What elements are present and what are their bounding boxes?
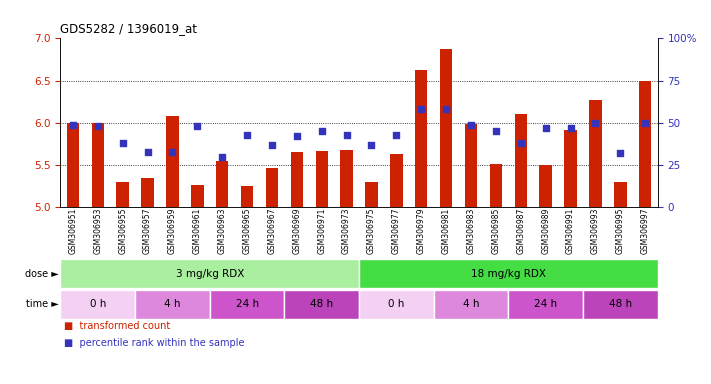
Bar (191, 185, 203, 207)
Point (465, 121, 476, 127)
Text: GSM306997: GSM306997 (641, 207, 650, 254)
Point (216, 154, 228, 160)
Text: GSM306953: GSM306953 (93, 207, 102, 254)
Text: ■  transformed count: ■ transformed count (64, 321, 170, 331)
Text: 24 h: 24 h (534, 299, 557, 310)
Bar (316, 151, 328, 207)
Text: 4 h: 4 h (164, 299, 181, 310)
Point (365, 142, 377, 148)
Bar (515, 114, 527, 207)
Text: GSM306967: GSM306967 (267, 207, 277, 254)
Bar (341, 150, 353, 207)
Point (241, 132, 253, 138)
Bar (135, 290, 210, 319)
Text: GSM306989: GSM306989 (541, 207, 550, 254)
Bar (266, 168, 278, 207)
Bar (291, 152, 303, 207)
Text: GSM306973: GSM306973 (342, 207, 351, 254)
Bar (565, 130, 577, 207)
Point (415, 106, 427, 113)
Text: GSM306951: GSM306951 (68, 207, 77, 254)
Text: GSM306987: GSM306987 (516, 207, 525, 254)
Text: GSM306963: GSM306963 (218, 207, 227, 254)
Bar (365, 182, 378, 207)
Bar (117, 182, 129, 207)
Point (266, 142, 277, 148)
Text: GSM306981: GSM306981 (442, 207, 451, 253)
Bar (241, 186, 253, 207)
Bar (614, 182, 626, 207)
Text: GSM306955: GSM306955 (118, 207, 127, 254)
Text: GSM306969: GSM306969 (292, 207, 301, 254)
Text: dose ►: dose ► (25, 268, 58, 279)
Point (141, 149, 154, 155)
Bar (540, 165, 552, 207)
Text: GSM306971: GSM306971 (317, 207, 326, 254)
Point (191, 123, 203, 129)
Bar (141, 178, 154, 207)
Bar (415, 70, 427, 207)
Text: GSM306983: GSM306983 (466, 207, 476, 254)
Point (440, 106, 452, 113)
Point (540, 125, 551, 131)
Text: GSM306991: GSM306991 (566, 207, 575, 254)
Bar (359, 290, 434, 319)
Text: GSM306965: GSM306965 (242, 207, 252, 254)
Point (391, 132, 402, 138)
Text: GSM306979: GSM306979 (417, 207, 426, 254)
Point (92, 123, 104, 129)
Point (341, 132, 352, 138)
Bar (92, 123, 104, 207)
Text: GSM306977: GSM306977 (392, 207, 401, 254)
Point (67, 121, 78, 127)
Point (117, 140, 128, 146)
Bar (166, 116, 178, 207)
Point (292, 133, 303, 139)
Bar (60, 259, 359, 288)
Bar (490, 164, 502, 207)
Point (490, 128, 501, 134)
Text: GSM306985: GSM306985 (491, 207, 501, 254)
Text: time ►: time ► (26, 299, 58, 310)
Point (589, 120, 601, 126)
Bar (210, 290, 284, 319)
Text: 0 h: 0 h (388, 299, 405, 310)
Bar (67, 123, 79, 207)
Bar (465, 124, 477, 207)
Bar (60, 290, 135, 319)
Point (515, 140, 526, 146)
Text: 48 h: 48 h (609, 299, 632, 310)
Bar (508, 290, 583, 319)
Bar (434, 290, 508, 319)
Bar (583, 290, 658, 319)
Text: ■  percentile rank within the sample: ■ percentile rank within the sample (64, 338, 245, 348)
Point (316, 128, 327, 134)
Point (639, 120, 651, 126)
Text: GSM306959: GSM306959 (168, 207, 177, 254)
Text: GSM306961: GSM306961 (193, 207, 202, 254)
Text: GSM306957: GSM306957 (143, 207, 152, 254)
Text: GDS5282 / 1396019_at: GDS5282 / 1396019_at (60, 22, 198, 35)
Bar (284, 290, 359, 319)
Point (614, 150, 626, 156)
Text: 4 h: 4 h (463, 299, 479, 310)
Bar (359, 259, 658, 288)
Bar (390, 154, 402, 207)
Text: GSM306995: GSM306995 (616, 207, 625, 254)
Text: 18 mg/kg RDX: 18 mg/kg RDX (471, 268, 546, 279)
Bar (589, 100, 602, 207)
Text: 48 h: 48 h (310, 299, 333, 310)
Bar (639, 81, 651, 207)
Point (166, 149, 178, 155)
Text: 0 h: 0 h (90, 299, 106, 310)
Text: GSM306975: GSM306975 (367, 207, 376, 254)
Text: 24 h: 24 h (235, 299, 259, 310)
Point (565, 125, 576, 131)
Bar (216, 161, 228, 207)
Text: GSM306993: GSM306993 (591, 207, 600, 254)
Text: 3 mg/kg RDX: 3 mg/kg RDX (176, 268, 244, 279)
Bar (440, 48, 452, 207)
